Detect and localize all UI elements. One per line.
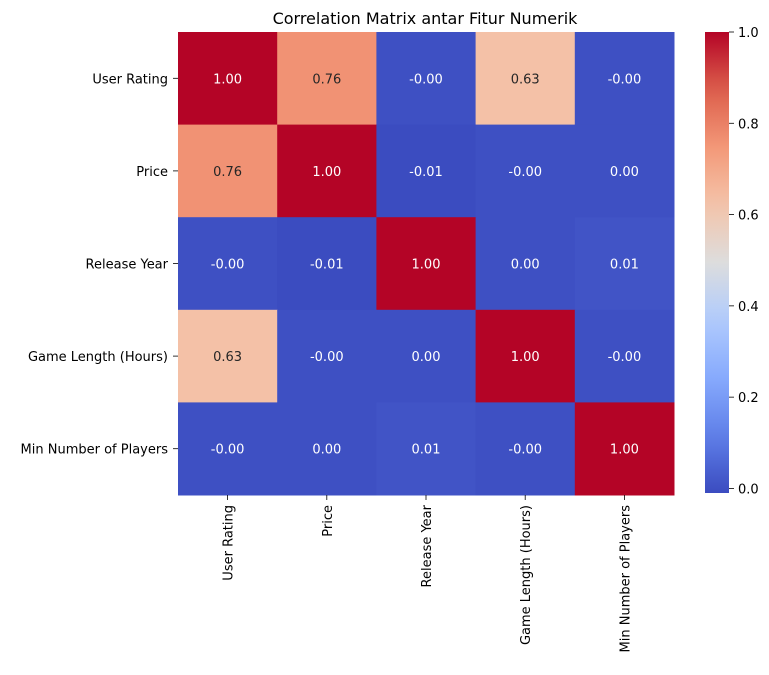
- x-tick-label-game-length-hours: Game Length (Hours): [519, 505, 534, 645]
- cell-label-1-0: 0.76: [213, 165, 242, 180]
- cell-label-2-4: 0.01: [610, 258, 639, 273]
- cell-label-2-1: -0.01: [310, 258, 344, 273]
- cell-label-0-3: 0.63: [511, 72, 540, 87]
- colorbar-tick-label-1: 0.2: [738, 391, 759, 406]
- y-tick-label-min-number-of-players: Min Number of Players: [21, 443, 169, 458]
- heatmap-cell-0-2: [376, 32, 477, 126]
- heatmap-cell-0-1: [277, 32, 377, 126]
- heatmap-cell-2-0: [178, 217, 278, 311]
- colorbar-gradient: [705, 32, 729, 493]
- y-tick-label-price: Price: [136, 165, 168, 180]
- heatmap-cell-1-4: [574, 124, 675, 218]
- cell-label-2-0: -0.00: [211, 258, 245, 273]
- heatmap-cell-0-0: [178, 32, 278, 126]
- cell-label-3-0: 0.63: [213, 350, 242, 365]
- heatmap-cell-0-3: [475, 32, 576, 126]
- heatmap-cell-0-4: [574, 32, 675, 126]
- heatmap-cell-2-1: [277, 217, 377, 311]
- colorbar-tick-label-0: 0.0: [738, 482, 759, 497]
- x-tick-label-user-rating: User Rating: [222, 505, 237, 581]
- heatmap-cell-3-4: [574, 309, 675, 403]
- cell-label-4-0: -0.00: [211, 443, 245, 458]
- cell-label-0-2: -0.00: [409, 72, 443, 87]
- heatmap-cells: [178, 32, 675, 496]
- cell-label-1-1: 1.00: [312, 165, 341, 180]
- heatmap-cell-2-4: [574, 217, 675, 311]
- cell-label-4-3: -0.00: [508, 443, 542, 458]
- heatmap-cell-3-2: [376, 309, 477, 403]
- cell-annotations: 1.00 0.76 -0.00 0.63 -0.00 0.76 1.00 -0.01 -0.00…: [211, 72, 641, 457]
- heatmap-cell-3-1: [277, 309, 377, 403]
- cell-label-2-2: 1.00: [412, 258, 441, 273]
- y-tick-label-user-rating: User Rating: [92, 72, 168, 87]
- heatmap-cell-4-1: [277, 402, 377, 496]
- y-tick-label-game-length-hours: Game Length (Hours): [28, 350, 168, 365]
- heatmap-cell-3-3: [475, 309, 576, 403]
- cell-label-1-4: 0.00: [610, 165, 639, 180]
- heatmap-cell-4-3: [475, 402, 576, 496]
- heatmap-cell-1-1: [277, 124, 377, 218]
- heatmap-cell-1-2: [376, 124, 477, 218]
- x-tick-label-min-number-of-players: Min Number of Players: [618, 505, 633, 653]
- colorbar-tick-label-5: 1.0: [738, 26, 759, 41]
- x-tick-label-price: Price: [321, 505, 336, 537]
- y-tick-label-release-year: Release Year: [86, 258, 169, 273]
- cell-label-0-4: -0.00: [608, 72, 642, 87]
- heatmap-cell-2-3: [475, 217, 576, 311]
- x-tick-label-release-year: Release Year: [420, 504, 435, 587]
- cell-label-3-3: 1.00: [511, 350, 540, 365]
- cell-label-4-2: 0.01: [412, 443, 441, 458]
- heatmap-cell-4-4: [574, 402, 675, 496]
- colorbar: 0.0 0.2 0.4 0.6 0.8 1.0: [705, 26, 759, 497]
- colorbar-tick-label-4: 0.8: [738, 117, 759, 132]
- heatmap-cell-3-0: [178, 309, 278, 403]
- chart-title: Correlation Matrix antar Fitur Numerik: [273, 9, 579, 28]
- cell-label-3-4: -0.00: [608, 350, 642, 365]
- cell-label-2-3: 0.00: [511, 258, 540, 273]
- colorbar-tick-label-2: 0.4: [738, 300, 759, 315]
- cell-label-3-1: -0.00: [310, 350, 344, 365]
- cell-label-1-3: -0.00: [508, 165, 542, 180]
- heatmap-cell-4-2: [376, 402, 477, 496]
- cell-label-4-1: 0.00: [312, 443, 341, 458]
- x-axis: User Rating Price Release Year Game Length …: [222, 495, 633, 653]
- cell-label-4-4: 1.00: [610, 443, 639, 458]
- cell-label-0-0: 1.00: [213, 72, 242, 87]
- heatmap-cell-4-0: [178, 402, 278, 496]
- y-axis: User Rating Price Release Year Game Length …: [21, 72, 178, 458]
- heatmap-cell-2-2: [376, 217, 477, 311]
- cell-label-1-2: -0.01: [409, 165, 443, 180]
- colorbar-tick-label-3: 0.6: [738, 209, 759, 224]
- cell-label-3-2: 0.00: [412, 350, 441, 365]
- heatmap-cell-1-3: [475, 124, 576, 218]
- cell-label-0-1: 0.76: [312, 72, 341, 87]
- heatmap-cell-1-0: [178, 124, 278, 218]
